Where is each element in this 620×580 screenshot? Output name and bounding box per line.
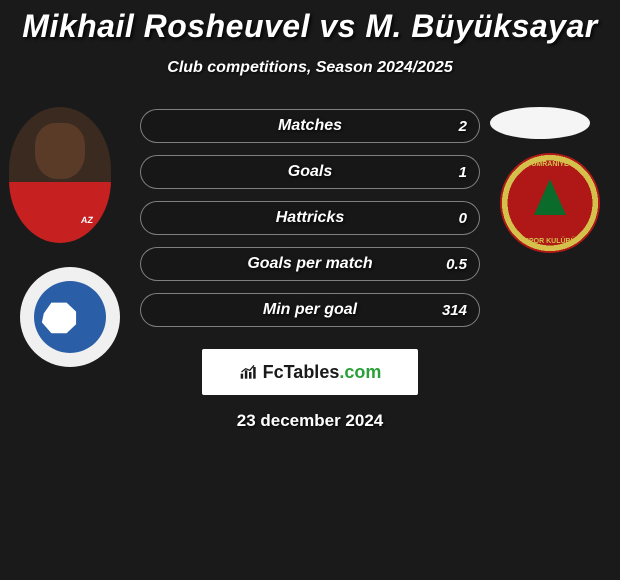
page-subtitle: Club competitions, Season 2024/2025 <box>0 59 620 77</box>
stats-bars: Matches 2 Goals 1 Hattricks 0 Goals per … <box>140 107 480 327</box>
stat-right-value: 0.5 <box>446 256 467 273</box>
page-title: Mikhail Rosheuvel vs M. Büyüksayar <box>0 0 620 45</box>
player-right-avatar <box>490 107 590 139</box>
stat-row: Matches 2 <box>140 109 480 143</box>
stat-row: Min per goal 314 <box>140 293 480 327</box>
club-right-bottom-text: SPOR KULÜBÜ <box>500 238 600 245</box>
stat-right-value: 2 <box>459 118 467 135</box>
stat-right-value: 0 <box>459 210 467 227</box>
date-label: 23 december 2024 <box>0 411 620 431</box>
jersey-tag: AZ <box>80 215 93 225</box>
club-right-badge: ÜMRANİYE SPOR KULÜBÜ <box>500 153 600 253</box>
brand-tld: .com <box>339 362 381 382</box>
chart-icon <box>239 363 259 381</box>
stat-right-value: 1 <box>459 164 467 181</box>
brand-text: FcTables.com <box>263 362 382 383</box>
brand-badge: FcTables.com <box>202 349 418 395</box>
stat-label: Hattricks <box>276 209 344 227</box>
tree-icon <box>534 179 566 215</box>
club-right-top-text: ÜMRANİYE <box>500 161 600 168</box>
stat-right-value: 314 <box>442 302 467 319</box>
stat-row: Hattricks 0 <box>140 201 480 235</box>
player-left-avatar: AZ <box>9 107 111 243</box>
club-left-badge <box>20 267 120 367</box>
stat-label: Matches <box>278 117 342 135</box>
stat-row: Goals 1 <box>140 155 480 189</box>
stat-label: Min per goal <box>263 301 357 319</box>
comparison-panel: AZ ÜMRANİYE SPOR KULÜBÜ Matches 2 Goals … <box>0 107 620 431</box>
stat-label: Goals <box>288 163 332 181</box>
club-left-badge-inner <box>34 281 106 353</box>
stat-label: Goals per match <box>247 255 372 273</box>
brand-name: FcTables <box>263 362 340 382</box>
stat-row: Goals per match 0.5 <box>140 247 480 281</box>
